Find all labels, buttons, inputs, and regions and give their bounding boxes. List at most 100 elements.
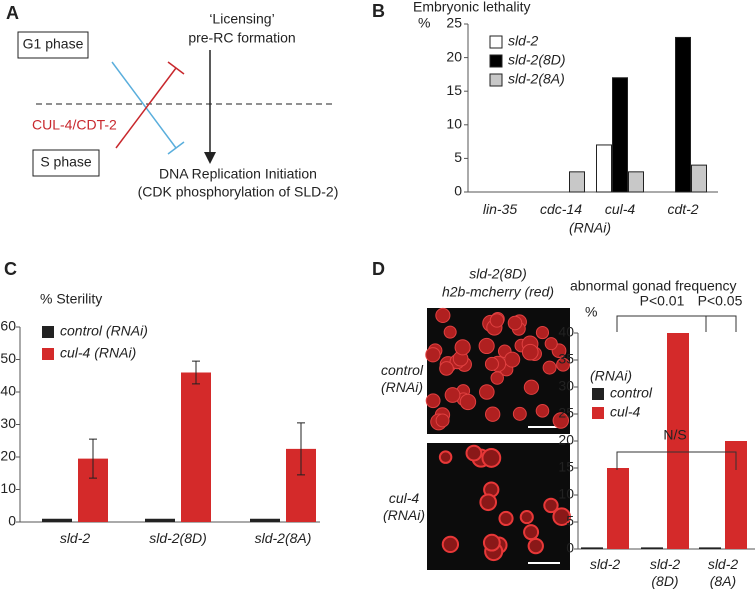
x-tick-label: sld-2 (8A): [707, 556, 739, 589]
bracket: [616, 451, 737, 470]
chart-title: abnormal gonad frequency: [570, 278, 737, 294]
bar: [42, 518, 72, 522]
x-tick-label: sld-2: [589, 556, 621, 572]
y-tick-label: 10: [446, 116, 462, 132]
legend-swatch: [592, 407, 604, 419]
chart-title: Embryonic lethality: [413, 0, 531, 15]
bar: [699, 547, 721, 549]
nucleus: [459, 393, 477, 411]
initiation-label: DNA Replication Initiation: [159, 166, 317, 182]
chart-title: % Sterility: [40, 291, 102, 307]
nucleus: [543, 497, 559, 514]
bar: [145, 518, 175, 522]
nucleus: [556, 357, 571, 372]
legend-swatch: [489, 54, 503, 68]
y-tick-label: 0: [566, 540, 574, 556]
nucleus: [444, 387, 461, 403]
nucleus: [479, 493, 498, 512]
nucleus: [443, 325, 457, 339]
nucleus: [425, 393, 441, 409]
y-tick-label: 20: [558, 432, 574, 448]
nucleus: [542, 360, 557, 375]
y-tick-label: 50: [0, 350, 16, 366]
y-tick-label: 10: [0, 480, 16, 496]
nucleus: [484, 356, 499, 371]
x-tick-label: cul-4: [604, 201, 636, 217]
legend-label: cul-4: [610, 404, 641, 420]
nucleus: [512, 406, 527, 421]
panel-label: B: [372, 1, 385, 21]
legend-swatch: [489, 35, 503, 49]
x-tick-label: sld-2 (8D): [649, 556, 681, 589]
g1-box: [17, 31, 89, 59]
legend-swatch: [592, 388, 604, 400]
bar: [181, 372, 211, 522]
bar: [596, 144, 612, 193]
nucleus: [479, 384, 495, 400]
bar: [581, 547, 603, 549]
nucleus: [438, 450, 453, 464]
legend-label: cul-4 (RNAi): [60, 345, 136, 361]
nucleus: [439, 361, 454, 376]
nucleus: [507, 315, 523, 331]
bar: [250, 518, 280, 522]
licensing-label: ‘Licensing’: [209, 11, 274, 27]
image-strain: sld-2(8D): [469, 266, 527, 282]
x-tick-label: sld-2(8D): [149, 530, 207, 546]
nucleus: [535, 404, 550, 418]
nucleus: [454, 339, 471, 356]
nucleus: [481, 448, 502, 468]
y-tick-label: 40: [0, 383, 16, 399]
panel-label: A: [6, 3, 19, 23]
panel-label: D: [372, 259, 385, 279]
y-axis-label: %: [418, 15, 430, 31]
bar: [612, 77, 628, 193]
nucleus: [552, 412, 570, 429]
y-tick-label: 0: [8, 513, 16, 529]
s-label: S phase: [40, 154, 92, 170]
y-tick-label: 0: [454, 183, 462, 199]
image-row-label: cul-4 (RNAi): [383, 490, 425, 523]
y-tick-label: 5: [454, 149, 462, 165]
legend-label: control: [610, 385, 653, 401]
legend-swatch: [489, 73, 503, 87]
bar: [607, 468, 629, 549]
nucleus: [435, 307, 451, 324]
nucleus: [425, 347, 441, 363]
arrow-head: [204, 152, 216, 164]
nucleus: [523, 524, 540, 541]
nucleus: [527, 537, 544, 555]
y-tick-label: 60: [0, 318, 16, 334]
x-tick-label: sld-2: [59, 530, 91, 546]
inhibition-line: [111, 61, 177, 149]
legend-label: sld-2(8A): [508, 71, 565, 87]
legend-label: sld-2: [508, 33, 539, 49]
bar: [569, 171, 585, 193]
inhibition-bar: [167, 61, 185, 75]
x-tick-label: lin-35: [482, 201, 518, 217]
y-axis-label: %: [585, 304, 597, 320]
nucleus: [535, 325, 550, 340]
image-row-label: control (RNAi): [380, 362, 424, 395]
x-axis-label: (RNAi): [569, 220, 611, 236]
bar: [675, 36, 691, 193]
initiation-note: (CDK phosphorylation of SLD-2): [138, 184, 339, 200]
bar: [641, 547, 663, 549]
nucleus: [544, 337, 558, 351]
nucleus: [465, 444, 483, 462]
nucleus: [523, 379, 540, 395]
y-tick-label: 25: [558, 405, 574, 421]
nucleus: [435, 413, 450, 428]
nucleus: [552, 507, 572, 527]
panel-label: C: [4, 259, 17, 279]
x-tick-label: cdt-2: [667, 201, 699, 217]
y-tick-label: 20: [446, 48, 462, 64]
legend-swatch: [42, 348, 54, 360]
y-tick-label: 20: [0, 448, 16, 464]
nucleus: [504, 351, 521, 368]
y-tick-label: 5: [566, 513, 574, 529]
x-tick-label: cdc-14: [539, 201, 583, 217]
y-tick-label: 10: [558, 486, 574, 502]
